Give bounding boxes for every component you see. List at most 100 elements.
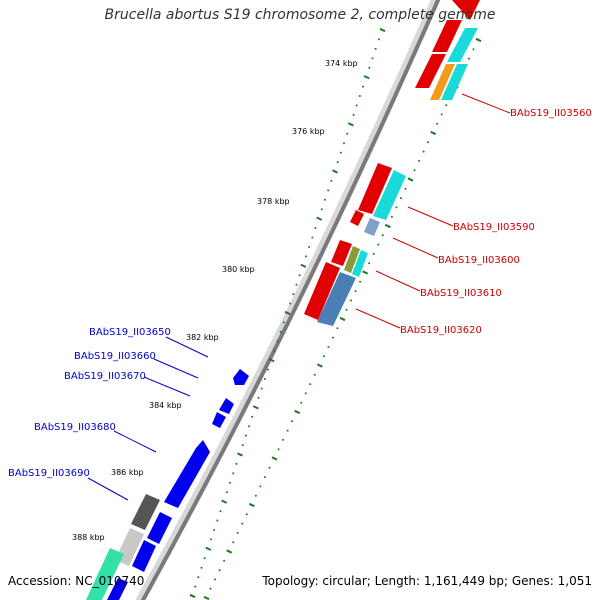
tick-label: 384 kbp xyxy=(149,401,182,410)
tick-mark xyxy=(214,578,217,581)
gene-forward-red[interactable] xyxy=(358,163,392,214)
gene-label-forward[interactable]: BAbS19_II03560 xyxy=(510,108,592,119)
tick-mark xyxy=(339,316,346,322)
tick-mark xyxy=(268,466,271,469)
tick-mark xyxy=(336,327,339,330)
tick-mark xyxy=(309,383,312,386)
gene-forward-cyan[interactable] xyxy=(352,250,368,277)
tick-mark xyxy=(362,85,364,88)
tick-mark xyxy=(354,290,357,293)
tick-mark xyxy=(294,409,301,415)
tick-mark xyxy=(327,189,330,192)
gene-label-forward[interactable]: BAbS19_II03610 xyxy=(420,288,502,299)
tick-mark xyxy=(277,448,280,451)
tick-mark xyxy=(316,216,323,221)
gene-forward-blue-grey[interactable] xyxy=(364,218,380,236)
tick-mark xyxy=(413,169,416,172)
gene-label-forward[interactable]: BAbS19_II03590 xyxy=(453,222,535,233)
tick-mark xyxy=(300,263,307,268)
tick-mark xyxy=(268,358,275,363)
reverse-genes xyxy=(85,369,249,600)
gene-label-forward[interactable]: BAbS19_II03620 xyxy=(400,325,482,336)
tick-mark xyxy=(427,141,430,144)
tick-mark xyxy=(248,502,255,508)
gene-reverse-blue[interactable] xyxy=(219,398,234,414)
tick-mark xyxy=(377,38,380,41)
gene-forward-steelblue[interactable] xyxy=(317,272,356,326)
gene-reverse-mint[interactable] xyxy=(85,548,124,600)
gene-label-reverse[interactable]: BAbS19_II03660 xyxy=(74,351,156,362)
tick-mark xyxy=(407,177,414,182)
gene-label-reverse[interactable]: BAbS19_II03680 xyxy=(34,422,116,433)
tick-mark xyxy=(194,585,197,588)
tick-mark xyxy=(305,255,307,258)
gene-label-reverse[interactable]: BAbS19_II03670 xyxy=(64,371,146,382)
tick-mark xyxy=(362,270,369,275)
tick-mark xyxy=(241,522,244,525)
tick-mark xyxy=(320,208,323,211)
tick-mark xyxy=(284,310,291,316)
tick-mark xyxy=(221,499,228,504)
gene-forward-cyan[interactable] xyxy=(441,64,468,100)
gene-forward-red[interactable] xyxy=(415,54,446,88)
tick-mark xyxy=(286,429,289,432)
tick-mark xyxy=(236,531,239,534)
tick-mark xyxy=(436,122,439,125)
tick-mark xyxy=(379,27,386,33)
tick-mark xyxy=(322,355,325,358)
tick-mark xyxy=(347,122,354,127)
gene-forward-orange[interactable] xyxy=(430,64,455,100)
gene-forward-olive[interactable] xyxy=(344,246,360,273)
tick-mark xyxy=(210,538,212,541)
tick-mark xyxy=(260,387,263,390)
tick-mark xyxy=(232,541,235,544)
tick-mark xyxy=(311,236,314,239)
tick-mark xyxy=(295,283,298,286)
tick-mark xyxy=(350,299,353,302)
map-title: Brucella abortus S19 chromosome 2, compl… xyxy=(104,7,496,23)
gene-reverse-blue[interactable] xyxy=(212,412,226,428)
tick-label: 380 kbp xyxy=(222,265,255,274)
gene-reverse-blue[interactable] xyxy=(164,440,210,508)
tick-mark xyxy=(223,559,226,562)
gene-label-forward[interactable]: BAbS19_II03600 xyxy=(438,255,520,266)
gene-forward-red[interactable] xyxy=(331,240,352,266)
tick-mark xyxy=(404,187,407,190)
tick-mark xyxy=(304,392,307,395)
tick-mark xyxy=(368,262,371,265)
tick-mark xyxy=(232,472,235,475)
forward-gene-annotations: BAbS19_II03560 BAbS19_II03590 BAbS19_II0… xyxy=(355,93,592,336)
tick-labels: 374 kbp 376 kbp 378 kbp 380 kbp 382 kbp … xyxy=(72,59,358,542)
gene-reverse-blue[interactable] xyxy=(147,512,172,544)
gene-forward-red[interactable] xyxy=(350,210,364,226)
gene-reverse-darkgrey[interactable] xyxy=(131,494,160,530)
gene-forward-cyan[interactable] xyxy=(373,170,406,220)
tick-mark xyxy=(244,434,247,437)
tick-mark xyxy=(430,130,437,136)
tick-mark xyxy=(216,519,219,522)
tick-mark xyxy=(213,528,216,531)
gene-reverse-blue[interactable] xyxy=(104,578,128,600)
gene-label-reverse[interactable]: BAbS19_II03690 xyxy=(8,468,90,479)
tick-mark xyxy=(203,557,206,560)
forward-genes xyxy=(304,0,485,326)
gene-forward-red[interactable] xyxy=(304,262,340,320)
tick-mark xyxy=(237,452,243,457)
tick-mark xyxy=(276,340,279,343)
tick-mark xyxy=(313,373,316,376)
gene-label-reverse[interactable]: BAbS19_II03650 xyxy=(89,327,171,338)
gene-forward-cyan[interactable] xyxy=(447,28,478,62)
tick-mark xyxy=(324,198,326,201)
gene-reverse-blue[interactable] xyxy=(132,540,156,572)
gene-forward-red[interactable] xyxy=(452,0,485,20)
tick-mark xyxy=(219,510,222,513)
tick-mark xyxy=(345,308,348,311)
tick-mark xyxy=(422,150,425,153)
tick-mark xyxy=(440,113,443,116)
tick-mark xyxy=(346,132,349,135)
gene-reverse-blue[interactable] xyxy=(233,369,249,385)
tick-mark xyxy=(327,345,330,348)
tick-mark xyxy=(282,438,285,441)
gene-forward-red[interactable] xyxy=(432,20,462,52)
